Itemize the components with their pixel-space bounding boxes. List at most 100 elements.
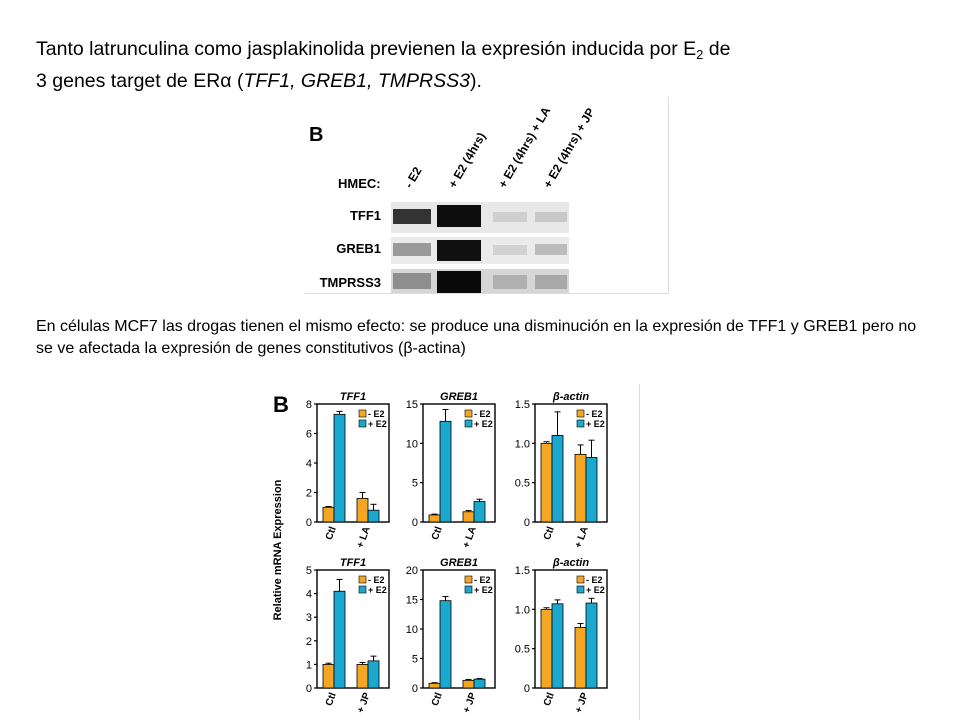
gel-panel-label: B xyxy=(309,124,323,146)
bar-chart: β-actin 0 0.5 1.0 1.5 Ctl + LA - E2+ E2 xyxy=(515,391,608,550)
y-tick-label: 5 xyxy=(306,565,312,577)
legend-label: + E2 xyxy=(368,585,387,595)
y-tick-label: 4 xyxy=(306,589,312,601)
y-tick-label: 5 xyxy=(412,654,418,666)
slide-title: Tanto latrunculina como jasplakinolida p… xyxy=(36,36,926,95)
chart-title: GREB1 xyxy=(440,391,478,403)
legend-swatch xyxy=(576,409,585,418)
bar xyxy=(439,600,452,689)
bar-chart: GREB1 0 5 10 15 20 Ctl + JP - E2+ E2 xyxy=(406,557,496,715)
bar xyxy=(585,602,598,689)
chart-title: TFF1 xyxy=(340,391,366,403)
y-tick-label: 0 xyxy=(306,683,312,695)
x-tick-label: Ctl xyxy=(324,691,339,707)
bar xyxy=(585,457,598,523)
gel-lane-label: - E2 xyxy=(401,164,424,190)
gel-lane-label: + E2 (4hrs) xyxy=(445,130,488,190)
legend-swatch xyxy=(358,409,367,418)
legend-swatch xyxy=(358,585,367,594)
title-line2: 3 genes target de ER xyxy=(36,70,221,92)
y-tick-label: 0.5 xyxy=(515,644,530,656)
plot-frame xyxy=(422,403,496,523)
title-line1: Tanto latrunculina como jasplakinolida p… xyxy=(36,38,697,60)
y-tick-label: 4 xyxy=(306,458,312,470)
bar xyxy=(462,511,475,523)
gel-row-header: HMEC: xyxy=(338,176,381,191)
y-tick-label: 6 xyxy=(306,429,312,441)
legend-label: - E2 xyxy=(474,575,491,585)
legend-swatch xyxy=(464,409,473,418)
y-tick-label: 3 xyxy=(306,612,312,624)
y-tick-label: 5 xyxy=(412,478,418,490)
bar xyxy=(574,453,587,523)
bar xyxy=(367,660,380,689)
chart-title: TFF1 xyxy=(340,557,366,569)
bar xyxy=(333,413,346,523)
caption-end: -actina) xyxy=(412,340,466,357)
x-tick-label: + LA xyxy=(573,525,591,549)
title-subscript: 2 xyxy=(696,47,704,62)
y-tick-label: 15 xyxy=(406,595,418,607)
alpha-symbol: α xyxy=(220,70,232,92)
x-tick-label: Ctl xyxy=(430,525,445,541)
bar xyxy=(367,509,380,523)
legend-swatch xyxy=(358,419,367,428)
legend-swatch xyxy=(464,575,473,584)
y-tick-label: 0 xyxy=(524,517,530,529)
x-tick-label: Ctl xyxy=(324,525,339,541)
y-tick-label: 1.5 xyxy=(515,399,530,411)
title-paren: ( xyxy=(231,70,244,92)
bar xyxy=(322,664,335,689)
gel-band xyxy=(493,212,527,222)
gel-band xyxy=(393,209,431,224)
bar-chart-panel: B Relative mRNA Expression TFF1 0 2 4 6 8 Ctl +… xyxy=(255,384,640,720)
legend-label: + E2 xyxy=(474,419,493,429)
x-tick-label: + JP xyxy=(461,691,479,715)
x-tick-label: Ctl xyxy=(542,691,557,707)
gel-band xyxy=(393,243,431,256)
y-tick-label: 0 xyxy=(306,517,312,529)
legend-label: + E2 xyxy=(586,585,605,595)
x-tick-label: Ctl xyxy=(542,525,557,541)
gel-gene-label: GREB1 xyxy=(336,241,381,256)
legend-label: - E2 xyxy=(474,409,491,419)
gel-band xyxy=(535,212,567,222)
plot-frame xyxy=(316,569,390,689)
y-tick-label: 1.5 xyxy=(515,565,530,577)
gel-band xyxy=(437,205,481,227)
bar-charts-svg: B Relative mRNA Expression TFF1 0 2 4 6 8 Ctl +… xyxy=(272,391,608,715)
legend-label: + E2 xyxy=(586,419,605,429)
bar xyxy=(356,664,369,689)
y-tick-label: 0 xyxy=(524,683,530,695)
gel-band xyxy=(393,273,431,289)
plot-frame xyxy=(534,403,608,523)
legend-label: + E2 xyxy=(368,419,387,429)
y-tick-label: 10 xyxy=(406,438,418,450)
caption: En células MCF7 las drogas tienen el mis… xyxy=(36,316,926,360)
title-line1-end: de xyxy=(703,38,731,60)
y-tick-label: 8 xyxy=(306,399,312,411)
y-tick-label: 2 xyxy=(306,636,312,648)
bar xyxy=(333,590,346,689)
bar xyxy=(540,608,553,689)
bar-chart: TFF1 0 1 2 3 4 5 Ctl + JP - E2+ E2 xyxy=(306,557,390,715)
legend-swatch xyxy=(576,585,585,594)
y-tick-label: 2 xyxy=(306,488,312,500)
bar xyxy=(356,498,369,523)
legend-swatch xyxy=(576,575,585,584)
legend-swatch xyxy=(464,585,473,594)
x-tick-label: + LA xyxy=(355,525,373,549)
chart-title: β-actin xyxy=(552,557,589,569)
legend-swatch xyxy=(464,419,473,428)
bar xyxy=(551,603,564,689)
gel-band xyxy=(535,244,567,255)
gel-panel: B HMEC: - E2 + E2 (4hrs) + E2 (4hrs) + L… xyxy=(305,97,669,294)
legend-label: + E2 xyxy=(474,585,493,595)
caption-text: En células MCF7 las drogas tienen el mis… xyxy=(36,318,917,357)
legend-label: - E2 xyxy=(368,575,385,585)
bar xyxy=(551,435,564,523)
bar-panel-label: B xyxy=(273,392,289,417)
x-tick-label: + JP xyxy=(573,691,591,715)
gel-band xyxy=(437,240,481,261)
y-axis-label: Relative mRNA Expression xyxy=(272,479,284,620)
